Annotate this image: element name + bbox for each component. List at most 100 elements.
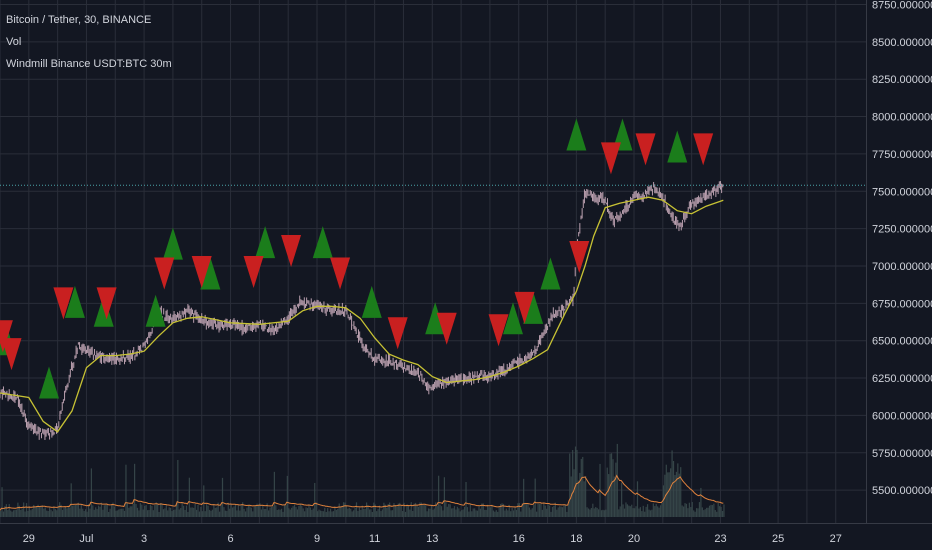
x-tick-label: 6 [227,533,233,545]
volume-bar [461,510,463,517]
volume-bar [681,505,683,517]
volume-bar [21,508,23,517]
buy-signal-marker[interactable] [667,130,688,163]
volume-bar [677,463,679,517]
volume-bar [204,511,206,517]
symbol-legend[interactable]: Bitcoin / Tether, 30, BINANCE [6,14,152,26]
volume-bar [710,504,712,517]
buy-signal-marker[interactable] [255,226,276,259]
volume-bar [525,504,528,517]
sell-signal-marker[interactable] [96,287,117,320]
buy-signal-marker[interactable] [38,366,59,399]
sell-signal-marker[interactable] [436,312,457,345]
volume-bar [353,510,355,517]
volume-bar [118,509,120,517]
volume-bar [384,504,386,517]
sell-signal-marker[interactable] [514,291,535,324]
volume-bar [414,502,417,517]
volume-bar [498,506,500,517]
volume-bar [252,511,254,517]
x-tick-label: 16 [513,533,525,545]
volume-bar [508,504,510,517]
volume-bar [556,509,558,517]
sell-signal-marker[interactable] [281,235,302,268]
buy-signal-marker[interactable] [93,294,114,327]
volume-bar [59,502,61,517]
buy-signal-marker[interactable] [540,257,561,290]
volume-bar [520,511,522,517]
volume-legend[interactable]: Vol [6,36,22,48]
volume-bar [390,510,392,517]
volume-bar [534,478,536,517]
volume-bar [423,504,425,517]
volume-bar [206,504,208,517]
sell-signal-marker[interactable] [330,257,351,290]
sell-signal-marker[interactable] [387,317,408,350]
volume-bar [651,509,653,517]
volume-bar [48,507,51,517]
sell-signal-marker[interactable] [0,320,13,353]
volume-bar [400,506,402,517]
volume-bar [452,508,454,517]
volume-bar [325,511,327,517]
sell-signal-marker[interactable] [635,133,656,166]
volume-bar [56,510,58,517]
volume-bar [40,506,42,517]
volume-bar [426,511,428,517]
strategy-legend[interactable]: Windmill Binance USDT:BTC 30m [6,58,172,70]
volume-bar [162,509,165,517]
buy-signal-marker[interactable] [566,118,587,151]
volume-bar [501,503,503,517]
volume-bar [684,503,686,517]
volume-bar [79,508,81,517]
volume-bar [638,508,640,517]
buy-signal-marker[interactable] [425,302,446,335]
volume-bar [263,509,265,517]
volume-bar [613,476,616,517]
sell-signal-marker[interactable] [600,142,621,175]
volume-bar [309,507,312,517]
volume-bar [648,509,650,517]
volume-bar [168,507,170,517]
buy-signal-marker[interactable] [523,291,544,324]
volume-bar [279,509,281,517]
volume-bar [217,502,219,517]
sell-signal-marker[interactable] [569,241,590,274]
volume-bar [625,502,627,517]
sell-signal-marker[interactable] [488,314,509,347]
volume-bar [427,508,430,517]
sell-signal-marker[interactable] [154,257,175,290]
volume-bar [376,511,378,517]
volume-bar [494,511,496,517]
sell-signal-marker[interactable] [191,255,212,288]
volume-bar [34,507,36,517]
volume-bar [511,507,513,517]
volume-bar [83,511,85,517]
volume-bar [2,511,5,517]
sell-signal-marker[interactable] [53,287,74,320]
buy-signal-marker[interactable] [502,302,523,335]
volume-bar [60,504,62,517]
volume-bar [275,505,277,517]
volume-bar [12,510,15,517]
buy-signal-marker[interactable] [145,294,166,327]
volume-bar [77,502,80,517]
volume-bar [636,481,639,517]
buy-signal-marker[interactable] [200,257,221,290]
volume-bar [632,508,634,517]
volume-bar [37,504,39,517]
buy-signal-marker[interactable] [64,285,85,318]
sell-signal-marker[interactable] [1,338,22,371]
volume-bar [122,508,124,517]
volume-bar [220,504,222,517]
buy-signal-marker[interactable] [361,285,382,318]
volume-bar [112,502,114,517]
buy-signal-marker[interactable] [312,226,333,259]
buy-signal-marker[interactable] [162,227,183,260]
volume-bar [695,508,698,517]
sell-signal-marker[interactable] [243,255,264,288]
volume-bar [93,509,95,517]
sell-signal-marker[interactable] [693,133,714,166]
volume-bar [386,507,388,517]
